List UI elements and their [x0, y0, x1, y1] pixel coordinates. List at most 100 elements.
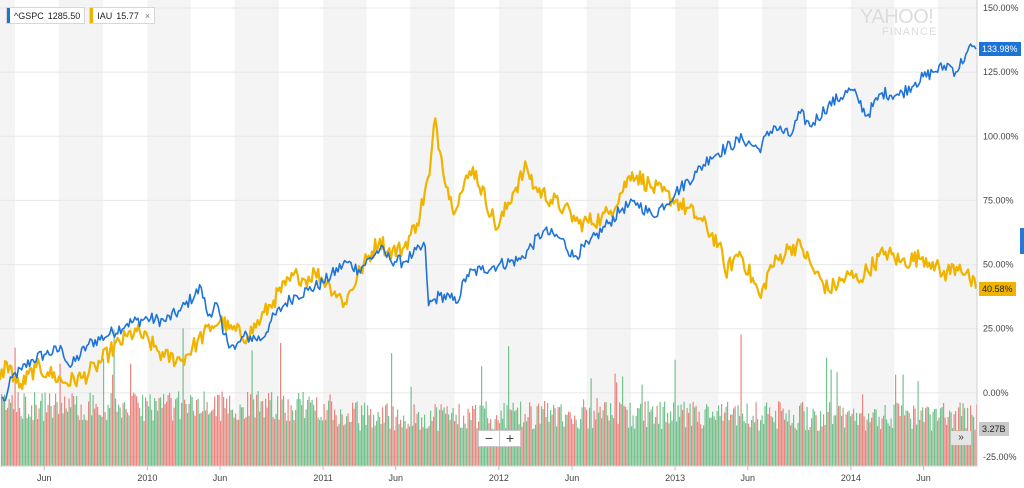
volume-bar	[604, 402, 606, 466]
volume-bar	[655, 416, 657, 466]
y-tick-label: 100.00%	[983, 131, 1019, 141]
volume-bar	[706, 404, 708, 466]
volume-bar	[844, 427, 846, 466]
expand-button[interactable]: »	[951, 431, 971, 445]
volume-bar	[904, 415, 906, 466]
volume-bar	[208, 414, 210, 466]
y-tick-label: 0.00%	[983, 388, 1009, 398]
side-panel-handle[interactable]	[1020, 228, 1024, 254]
volume-bar	[110, 393, 112, 466]
volume-bar	[304, 418, 306, 466]
volume-bar	[220, 420, 222, 466]
volume-bar	[526, 421, 528, 466]
volume-bar	[95, 403, 97, 466]
volume-bar	[560, 404, 562, 466]
volume-bar	[973, 416, 975, 466]
y-axis: 150.00% 125.00% 100.00% 75.00% 50.00% 25.00% 0…	[983, 3, 1019, 462]
volume-bar	[218, 394, 220, 466]
volume-bar	[443, 407, 445, 466]
volume-bar	[887, 423, 889, 466]
volume-bar	[608, 420, 610, 466]
volume-bar	[730, 414, 732, 466]
volume-bar	[694, 407, 696, 466]
last-value-badge-gspc: 133.98%	[979, 42, 1021, 57]
volume-bar	[599, 406, 601, 466]
volume-bar	[115, 398, 117, 466]
volume-bar	[272, 417, 274, 466]
volume-bar	[707, 406, 709, 466]
y-tick-label: 150.00%	[983, 3, 1019, 13]
volume-bar	[880, 429, 882, 466]
volume-bar	[353, 408, 355, 466]
volume-bar	[440, 404, 442, 466]
volume-bar	[343, 425, 345, 466]
volume-bar	[365, 424, 367, 466]
volume-bar	[580, 419, 582, 466]
volume-bar	[935, 408, 937, 466]
volume-bar	[635, 416, 637, 466]
volume-bar	[257, 391, 259, 466]
volume-bar	[145, 397, 147, 466]
volume-bar	[235, 413, 237, 466]
volume-bar	[644, 401, 646, 466]
volume-bar	[895, 374, 897, 466]
x-tick-label: Jun	[741, 473, 756, 483]
volume-bar	[527, 417, 529, 466]
volume-bar	[764, 405, 766, 466]
volume-bar	[893, 404, 895, 466]
volume-bar	[632, 415, 634, 466]
legend-chip-iau[interactable]: IAU 15.77 ×	[89, 7, 156, 24]
volume-bar	[475, 404, 477, 466]
volume-bar	[721, 404, 723, 466]
volume-bar	[923, 421, 925, 466]
volume-bar	[106, 420, 108, 466]
x-tick-label: 2011	[313, 473, 332, 483]
volume-bar	[376, 421, 378, 466]
legend-chip-gspc[interactable]: ^GSPC 1285.50	[6, 7, 86, 24]
volume-bar	[31, 405, 33, 466]
volume-bar	[686, 408, 688, 466]
shade-band	[0, 0, 15, 466]
volume-bar	[38, 408, 40, 466]
volume-bar	[41, 393, 43, 466]
volume-bar	[340, 409, 342, 466]
grid-lines	[0, 7, 977, 458]
volume-bar	[350, 421, 352, 466]
volume-bar	[374, 425, 376, 466]
volume-bar	[140, 416, 142, 466]
volume-bar	[403, 415, 405, 466]
volume-bar	[649, 412, 651, 466]
volume-bar	[790, 425, 792, 466]
volume-bar	[97, 407, 99, 466]
volume-bar	[278, 419, 280, 466]
volume-bar	[118, 404, 120, 466]
volume-bar	[910, 418, 912, 466]
volume-bar	[875, 409, 877, 466]
volume-bar	[328, 400, 330, 466]
volume-bar	[710, 417, 712, 466]
volume-bar	[296, 399, 298, 466]
remove-series-icon[interactable]: ×	[144, 10, 151, 21]
volume-bar	[679, 416, 681, 466]
volume-bar	[641, 384, 643, 466]
volume-bar	[869, 422, 871, 466]
volume-bar	[956, 430, 958, 466]
volume-bar	[238, 419, 240, 466]
volume-bar	[835, 415, 837, 466]
zoom-out-button[interactable]: −	[478, 430, 500, 447]
volume-bar	[929, 414, 931, 466]
volume-bar	[841, 416, 843, 466]
volume-bar	[691, 425, 693, 466]
volume-bar	[889, 425, 891, 466]
volume-bar	[253, 399, 255, 466]
volume-bar	[310, 402, 312, 466]
volume-bar	[974, 429, 976, 466]
zoom-in-button[interactable]: +	[500, 430, 521, 447]
volume-bar	[697, 421, 699, 466]
volume-bar	[62, 413, 64, 466]
volume-bar	[76, 396, 78, 466]
volume-bar	[934, 409, 936, 466]
volume-bar	[319, 419, 321, 466]
volume-bar	[704, 409, 706, 466]
